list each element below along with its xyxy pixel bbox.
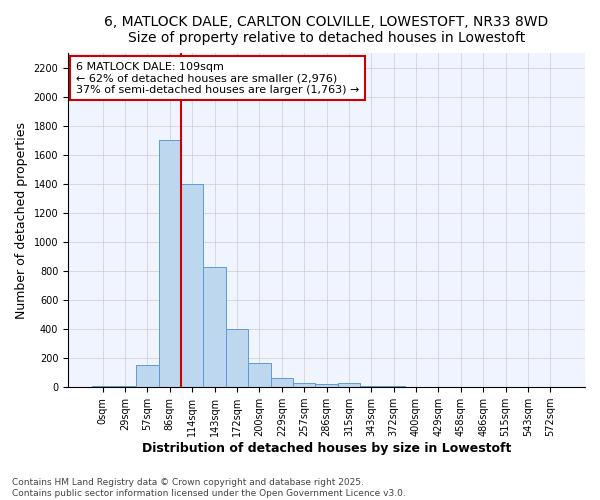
Title: 6, MATLOCK DALE, CARLTON COLVILLE, LOWESTOFT, NR33 8WD
Size of property relative: 6, MATLOCK DALE, CARLTON COLVILLE, LOWES… <box>104 15 548 45</box>
Bar <box>293 383 316 387</box>
Bar <box>136 364 158 387</box>
Y-axis label: Number of detached properties: Number of detached properties <box>15 122 28 319</box>
Bar <box>226 329 248 387</box>
Bar <box>316 384 338 387</box>
Bar <box>382 386 405 387</box>
Text: Contains HM Land Registry data © Crown copyright and database right 2025.
Contai: Contains HM Land Registry data © Crown c… <box>12 478 406 498</box>
Bar <box>114 386 136 387</box>
Text: 6 MATLOCK DALE: 109sqm
← 62% of detached houses are smaller (2,976)
37% of semi-: 6 MATLOCK DALE: 109sqm ← 62% of detached… <box>76 62 359 95</box>
Bar <box>248 364 271 387</box>
Bar <box>181 184 203 387</box>
X-axis label: Distribution of detached houses by size in Lowestoft: Distribution of detached houses by size … <box>142 442 511 455</box>
Bar <box>92 386 114 387</box>
Bar <box>271 378 293 387</box>
Bar <box>360 386 382 387</box>
Bar <box>203 266 226 387</box>
Bar <box>158 140 181 387</box>
Bar <box>338 383 360 387</box>
